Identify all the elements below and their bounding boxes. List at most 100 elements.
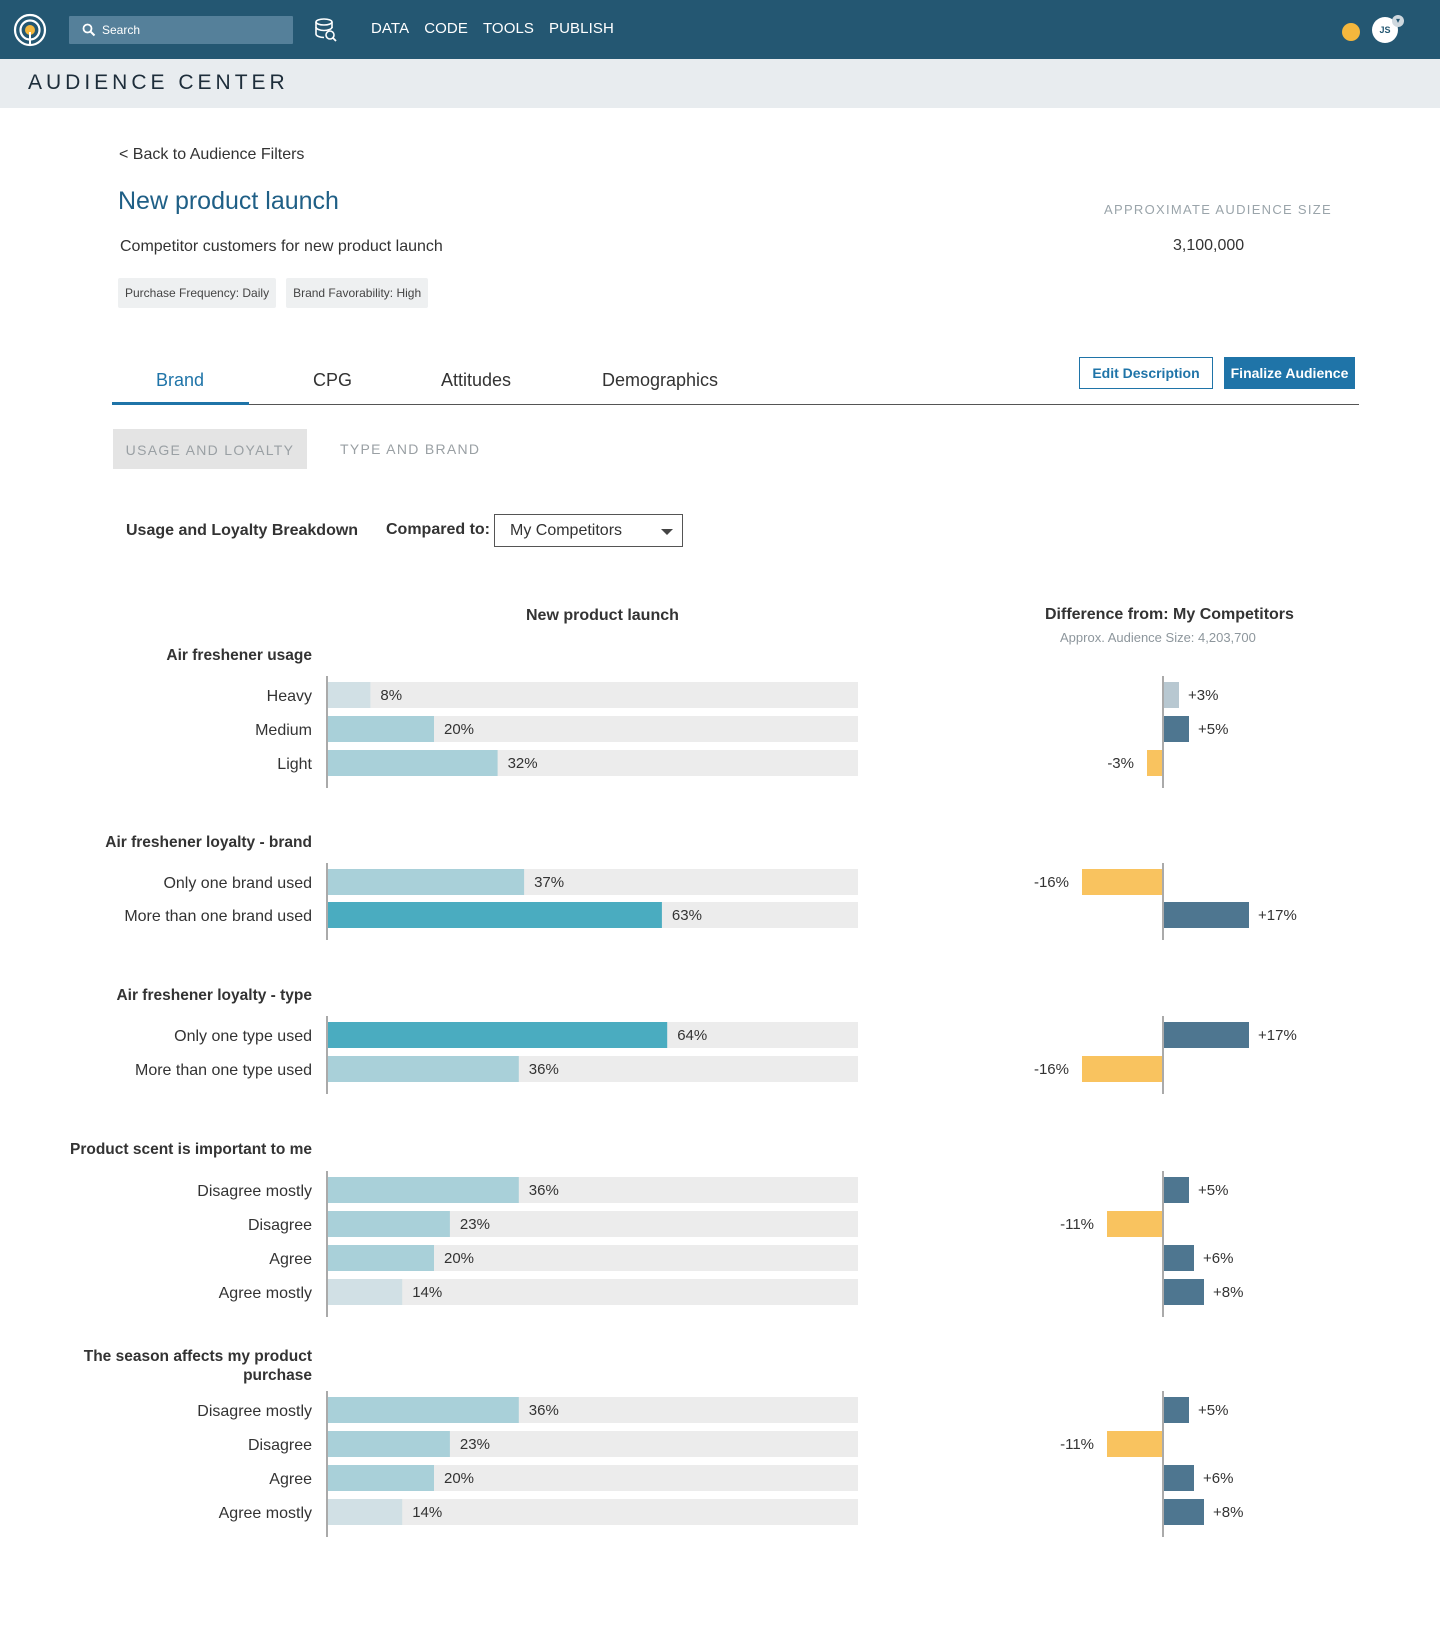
audience-description: Competitor customers for new product lau… [120, 238, 443, 255]
difference-bar [1107, 1211, 1162, 1237]
bar-value-label: 32% [508, 755, 538, 772]
bar-track [328, 1499, 858, 1525]
subtab-type-and-brand[interactable]: TYPE AND BRAND [340, 441, 481, 457]
nav-code[interactable]: CODE [424, 20, 468, 37]
nav-publish[interactable]: PUBLISH [549, 20, 614, 37]
filter-tag: Brand Favorability: High [286, 278, 429, 308]
group-header: purchase [243, 1367, 312, 1384]
nav-tools[interactable]: TOOLS [482, 20, 535, 37]
group-header: Air freshener loyalty - type [116, 987, 312, 1004]
category-label: Light [277, 756, 312, 773]
tab-attitudes[interactable]: Attitudes [441, 370, 512, 390]
difference-bar [1164, 1499, 1204, 1525]
difference-bar [1164, 902, 1249, 928]
tab-bar: Brand CPG Attitudes Demographics [112, 358, 1359, 405]
nav-data[interactable]: DATA [371, 20, 410, 37]
category-label: Heavy [267, 688, 312, 705]
category-label: Only one brand used [163, 875, 312, 892]
bar [328, 1056, 519, 1082]
compared-to-value: My Competitors [510, 522, 623, 539]
compared-to-label: Compared to: [386, 521, 490, 538]
difference-value-label: -11% [1060, 1436, 1094, 1453]
difference-bar [1164, 1279, 1204, 1305]
tab-cpg[interactable]: CPG [313, 370, 353, 390]
category-label: More than one brand used [124, 908, 312, 925]
chevron-down-icon[interactable]: ▾ [1392, 15, 1404, 27]
active-tab-indicator [112, 402, 249, 405]
chart-title: New product launch [526, 607, 679, 624]
bar [328, 1465, 434, 1491]
edit-description-button[interactable]: Edit Description [1079, 357, 1213, 389]
finalize-audience-button[interactable]: Finalize Audience [1224, 357, 1355, 389]
difference-value-label: +17% [1258, 1027, 1297, 1044]
section-header: AUDIENCE CENTER [0, 59, 1440, 108]
difference-value-label: +8% [1213, 1504, 1243, 1521]
search-box[interactable] [69, 16, 293, 44]
tab-brand[interactable]: Brand [156, 370, 205, 390]
difference-bar [1164, 1245, 1194, 1271]
tab-demographics[interactable]: Demographics [602, 370, 719, 390]
difference-bar [1107, 1431, 1162, 1457]
category-label: Agree [269, 1251, 312, 1268]
group-header: Air freshener usage [166, 647, 312, 664]
database-search-icon[interactable] [315, 17, 337, 43]
bar [328, 682, 371, 708]
difference-bar [1164, 716, 1189, 742]
difference-value-label: +6% [1203, 1250, 1233, 1267]
difference-bar [1164, 1465, 1194, 1491]
bar-value-label: 36% [529, 1061, 559, 1078]
compared-to-select[interactable]: My Competitors [494, 514, 683, 547]
category-label: Disagree [248, 1437, 312, 1454]
bar [328, 750, 498, 776]
difference-value-label: +17% [1258, 907, 1297, 924]
bar-track [328, 1279, 858, 1305]
filter-tag: Purchase Frequency: Daily [118, 278, 277, 308]
difference-value-label: +3% [1188, 687, 1218, 704]
bar-value-label: 64% [677, 1027, 707, 1044]
bar-value-label: 8% [380, 687, 402, 704]
filter-tags: Purchase Frequency: Daily Brand Favorabi… [118, 278, 429, 308]
difference-bar [1164, 682, 1179, 708]
app-logo-icon[interactable] [13, 13, 47, 47]
difference-bar [1082, 869, 1162, 895]
chevron-down-icon [661, 529, 673, 535]
search-icon [82, 23, 96, 37]
audience-size-label: APPROXIMATE AUDIENCE SIZE [1104, 202, 1333, 217]
group-header: The season affects my product [84, 1348, 312, 1365]
bar-value-label: 20% [444, 1470, 474, 1487]
category-label: More than one type used [135, 1062, 312, 1079]
category-label: Disagree mostly [197, 1403, 312, 1420]
difference-value-label: -11% [1060, 1216, 1094, 1233]
difference-value-label: -16% [1034, 874, 1069, 891]
difference-bar [1147, 750, 1162, 776]
group-header: Product scent is important to me [70, 1141, 312, 1158]
category-label: Disagree mostly [197, 1183, 312, 1200]
back-link[interactable]: < Back to Audience Filters [119, 146, 305, 163]
page-title: New product launch [118, 187, 339, 215]
notification-bell-icon[interactable] [1342, 23, 1360, 41]
bar-track [328, 682, 858, 708]
category-label: Only one type used [174, 1028, 312, 1045]
difference-value-label: +6% [1203, 1470, 1233, 1487]
category-label: Medium [255, 722, 312, 739]
bar-value-label: 36% [529, 1182, 559, 1199]
bar [328, 1245, 434, 1271]
difference-value-label: +5% [1198, 721, 1228, 738]
breakdown-label: Usage and Loyalty Breakdown [126, 522, 359, 539]
group-header: Air freshener loyalty - brand [105, 834, 312, 851]
difference-value-label: -16% [1034, 1061, 1069, 1078]
subtab-usage-and-loyalty[interactable]: USAGE AND LOYALTY [113, 429, 307, 469]
difference-chart-title: Difference from: My Competitors [1045, 606, 1294, 623]
search-input[interactable] [102, 16, 287, 44]
difference-value-label: +5% [1198, 1182, 1228, 1199]
top-navigation-bar: DATA CODE TOOLS PUBLISH JS ▾ [0, 0, 1440, 59]
category-label: Agree mostly [219, 1505, 312, 1522]
bar [328, 716, 434, 742]
bar [328, 1279, 403, 1305]
bar-value-label: 37% [534, 874, 564, 891]
bar-value-label: 14% [412, 1504, 442, 1521]
difference-value-label: -3% [1107, 755, 1134, 772]
bar-value-label: 36% [529, 1402, 559, 1419]
bar [328, 1499, 403, 1525]
section-title: AUDIENCE CENTER [28, 71, 289, 94]
